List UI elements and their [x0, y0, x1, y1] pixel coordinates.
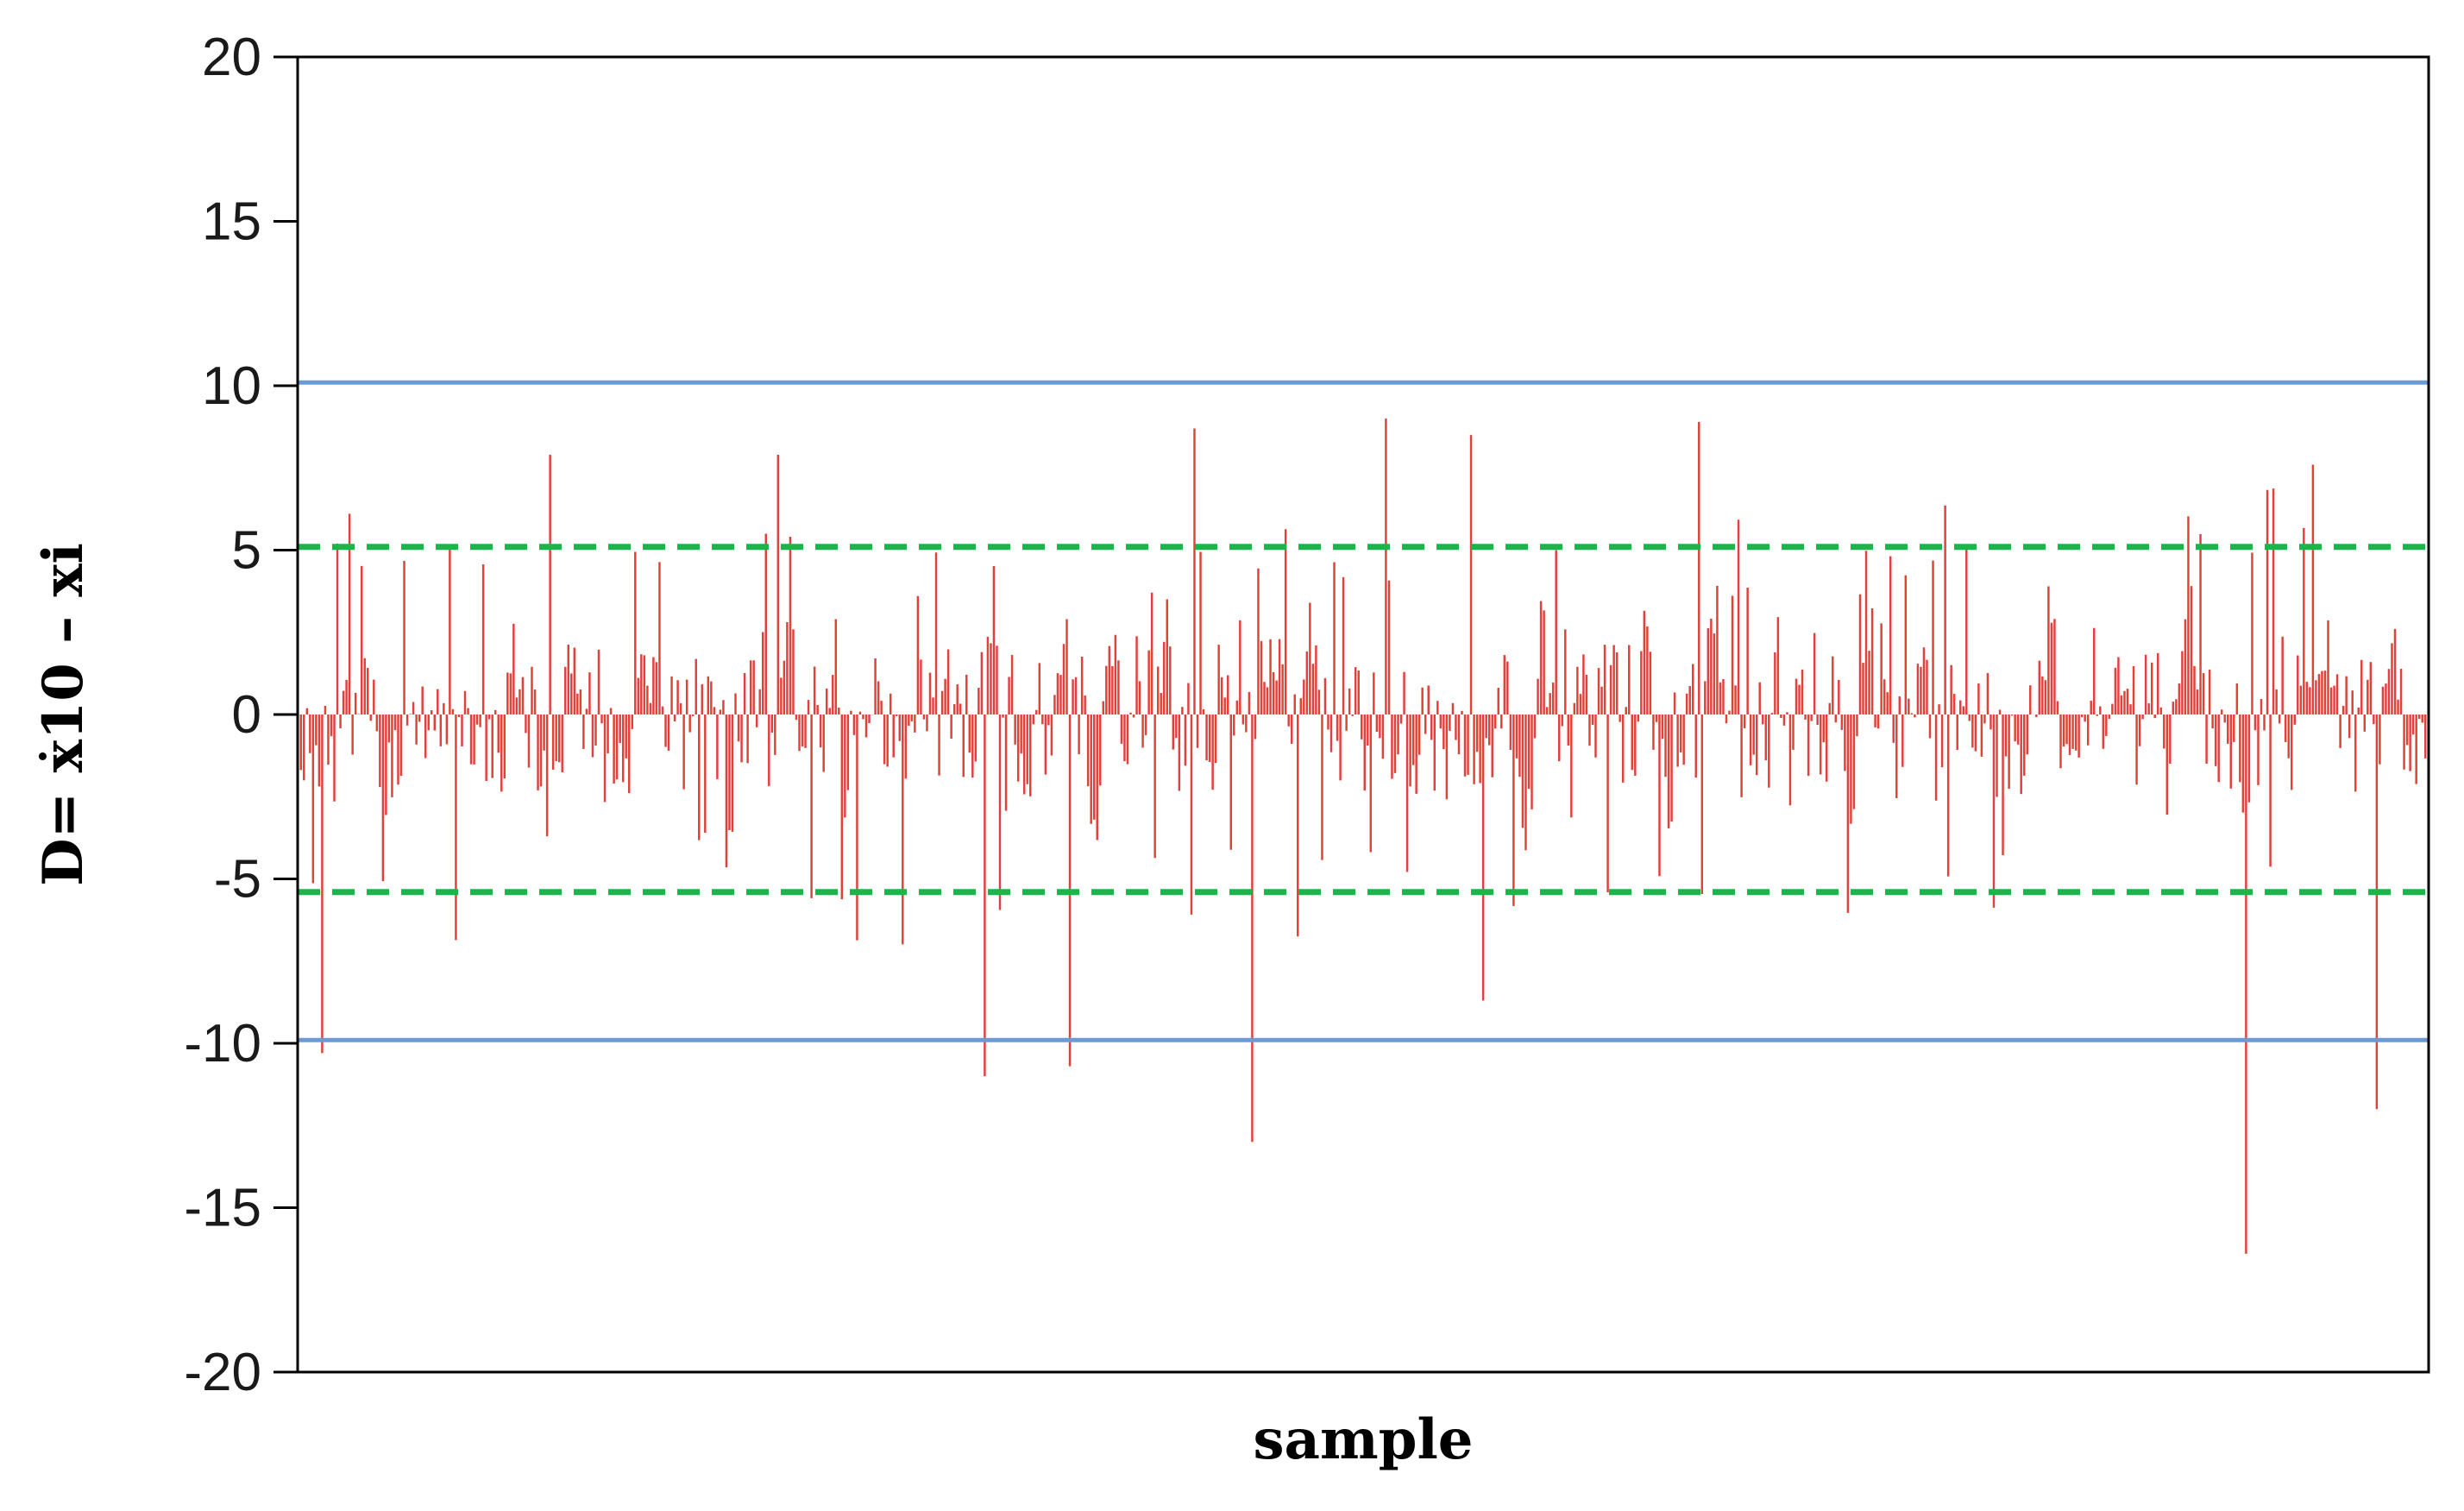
y-tick-label: -5 — [214, 850, 261, 910]
plot-area-frame — [296, 55, 2430, 1374]
y-tick-label: 20 — [202, 28, 261, 87]
y-tick-label: -15 — [184, 1179, 261, 1238]
y-tick-label: -10 — [184, 1014, 261, 1073]
y-axis-ticks: 20 15 10 5 0 -5 -10 -15 -20 — [184, 28, 298, 1402]
y-axis-title: D= ẋ10 – xi — [31, 543, 96, 886]
x-axis-title: sample — [1254, 1407, 1474, 1472]
y-tick-label: 5 — [232, 521, 261, 581]
y-tick-label: 0 — [232, 685, 261, 745]
y-tick-label: 15 — [202, 192, 261, 252]
y-tick-label: 10 — [202, 356, 261, 416]
y-tick-label: -20 — [184, 1343, 261, 1402]
reference-lines — [298, 380, 2429, 1042]
bars-series — [299, 419, 2427, 1254]
